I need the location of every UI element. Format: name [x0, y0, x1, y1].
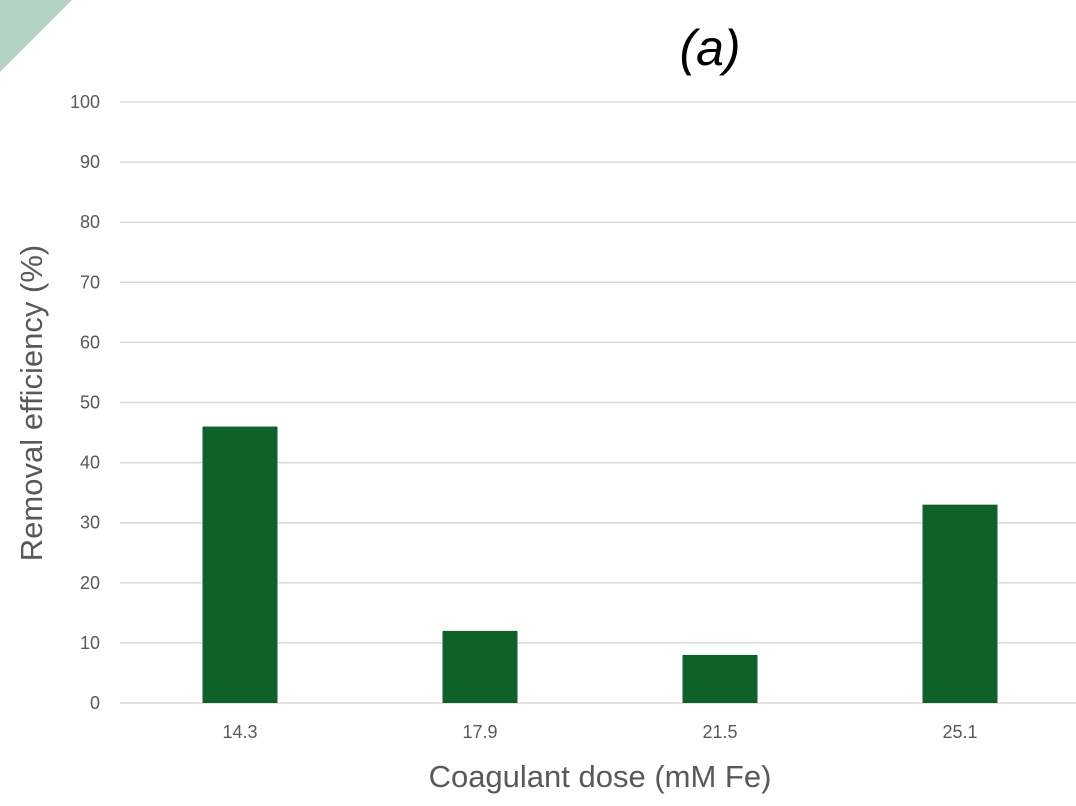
y-tick-label: 70 [80, 272, 100, 292]
y-tick-label: 20 [80, 573, 100, 593]
chart-title: (a) [679, 20, 740, 76]
bar-21.5 [682, 654, 758, 703]
bar-14.3 [202, 426, 278, 703]
y-tick-label: 40 [80, 453, 100, 473]
y-tick-label: 90 [80, 152, 100, 172]
y-tick-label: 60 [80, 332, 100, 352]
corner-decoration [0, 0, 72, 72]
x-tick-label: 21.5 [702, 722, 737, 742]
x-axis-tick-labels: 14.3 17.9 21.5 25.1 [222, 722, 977, 742]
y-tick-label: 0 [90, 693, 100, 713]
bars [202, 426, 998, 703]
bar-17.9 [442, 630, 518, 703]
y-tick-label: 10 [80, 633, 100, 653]
y-axis-tick-labels: 0 10 20 30 40 50 60 70 80 90 100 [70, 92, 100, 713]
y-tick-label: 30 [80, 513, 100, 533]
x-tick-label: 17.9 [462, 722, 497, 742]
x-tick-label: 25.1 [942, 722, 977, 742]
x-axis-title: Coagulant dose (mM Fe) [429, 759, 772, 794]
y-tick-label: 100 [70, 92, 100, 112]
bar-25.1 [922, 504, 998, 703]
y-tick-label: 80 [80, 212, 100, 232]
y-axis-title: Removal efficiency (%) [14, 245, 49, 561]
x-tick-label: 14.3 [222, 722, 257, 742]
y-tick-label: 50 [80, 393, 100, 413]
gridlines [120, 101, 1076, 704]
